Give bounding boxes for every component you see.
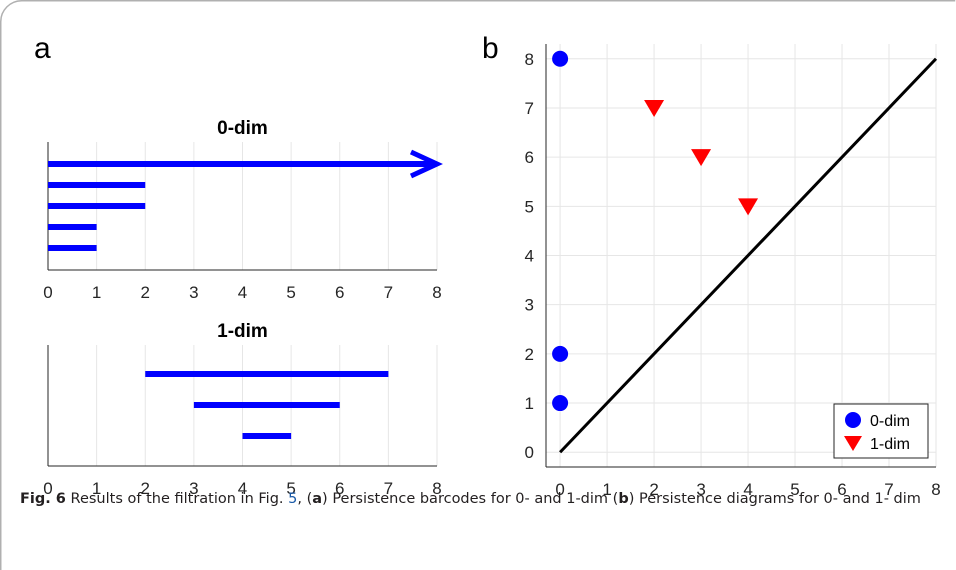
diagram-ytick-label: 8 [525, 50, 534, 69]
legend-0dim-marker [845, 412, 861, 428]
diagram-ytick-label: 7 [525, 99, 534, 118]
barcode-1dim-xtick-label: 8 [432, 479, 441, 498]
barcode-0dim-xtick-label: 8 [432, 283, 441, 302]
diagram-point-1dim [738, 198, 759, 216]
diagram-ytick-label: 1 [525, 394, 534, 413]
barcode-1dim-xtick-label: 1 [92, 479, 101, 498]
diagram-point-0dim [552, 395, 569, 412]
barcode-1dim-xtick-label: 4 [238, 479, 247, 498]
legend-0dim-label: 0-dim [870, 413, 910, 430]
barcode-1dim-xtick-label: 5 [286, 479, 295, 498]
barcode-0dim-xtick-label: 6 [335, 283, 344, 302]
legend-1dim-label: 1-dim [870, 436, 910, 453]
diagram-xtick-label: 8 [931, 480, 940, 499]
caption-text-4: ) Persistence diagrams for 0- and 1- dim [628, 491, 921, 507]
diagram-xtick-label: 4 [743, 480, 752, 499]
diagram-xtick-label: 7 [884, 480, 893, 499]
diagram-point-0dim [552, 345, 569, 362]
barcode-0dim-chart: 0 1 2 3 4 5 6 7 8 0-dim [43, 118, 443, 302]
barcode-1dim-xtick-label: 7 [384, 479, 393, 498]
diagram-ytick-label: 6 [525, 148, 534, 167]
panel-label-b: b [482, 32, 499, 65]
barcode-0dim-xtick-label: 1 [92, 283, 101, 302]
diagram-point-1dim [644, 99, 665, 117]
barcode-1dim-title: 1-dim [217, 321, 268, 342]
diagram-xtick-label: 1 [602, 480, 611, 499]
figure-caption: Fig. 6 Results of the filtration in Fig.… [20, 489, 950, 509]
barcode-0dim-xtick-label: 7 [384, 283, 393, 302]
barcode-0dim-xtick-label: 2 [141, 283, 150, 302]
barcode-1dim-xtick-label: 3 [189, 479, 198, 498]
caption-panel-b-ref: b [618, 491, 629, 507]
diagram-xtick-label: 0 [555, 480, 564, 499]
caption-text-1: Results of the filtration in Fig. [65, 491, 289, 507]
barcode-1dim-xtick-label: 0 [43, 479, 52, 498]
barcode-0dim-bar-arrowhead [409, 149, 443, 179]
legend-1dim-marker [844, 436, 862, 451]
diagram-xtick-label: 5 [790, 480, 799, 499]
diagram-ytick-label: 0 [525, 443, 534, 462]
diagram-point-0dim [552, 50, 569, 67]
diagram-ytick-label: 3 [525, 296, 534, 315]
barcode-1dim-chart: 0 1 2 3 4 5 6 7 8 1-dim [43, 321, 441, 498]
caption-figure-number: Fig. 6 [20, 491, 66, 507]
caption-figure-link[interactable]: 5 [288, 491, 298, 507]
barcode-1dim-xtick-label: 6 [335, 479, 344, 498]
caption-text-2: , ( [297, 491, 313, 507]
panel-label-a: a [34, 32, 51, 65]
barcode-1dim-xtick-label: 2 [141, 479, 150, 498]
diagram-xtick-label: 3 [696, 480, 705, 499]
diagram-ytick-label: 4 [525, 247, 534, 266]
diagram-diagonal-line [559, 57, 938, 454]
diagram-ytick-label: 5 [525, 197, 534, 216]
barcode-0dim-xtick-label: 4 [238, 283, 247, 302]
diagram-ytick-label: 2 [525, 345, 534, 364]
barcode-0dim-xtick-label: 0 [43, 283, 52, 302]
barcode-0dim-title: 0-dim [217, 118, 268, 139]
caption-text-3: ) Persistence barcodes for 0- and 1-dim … [322, 491, 619, 507]
diagram-xtick-label: 6 [837, 480, 846, 499]
barcode-0dim-xtick-label: 3 [189, 283, 198, 302]
barcode-0dim-xtick-label: 5 [286, 283, 295, 302]
persistence-diagram-chart: 0 1 2 3 4 5 6 7 8 0 1 2 3 4 5 6 7 8 0-dim 1-dim [525, 44, 941, 499]
caption-panel-a-ref: a [312, 491, 323, 507]
diagram-xtick-label: 2 [649, 480, 658, 499]
diagram-point-1dim [691, 149, 712, 167]
